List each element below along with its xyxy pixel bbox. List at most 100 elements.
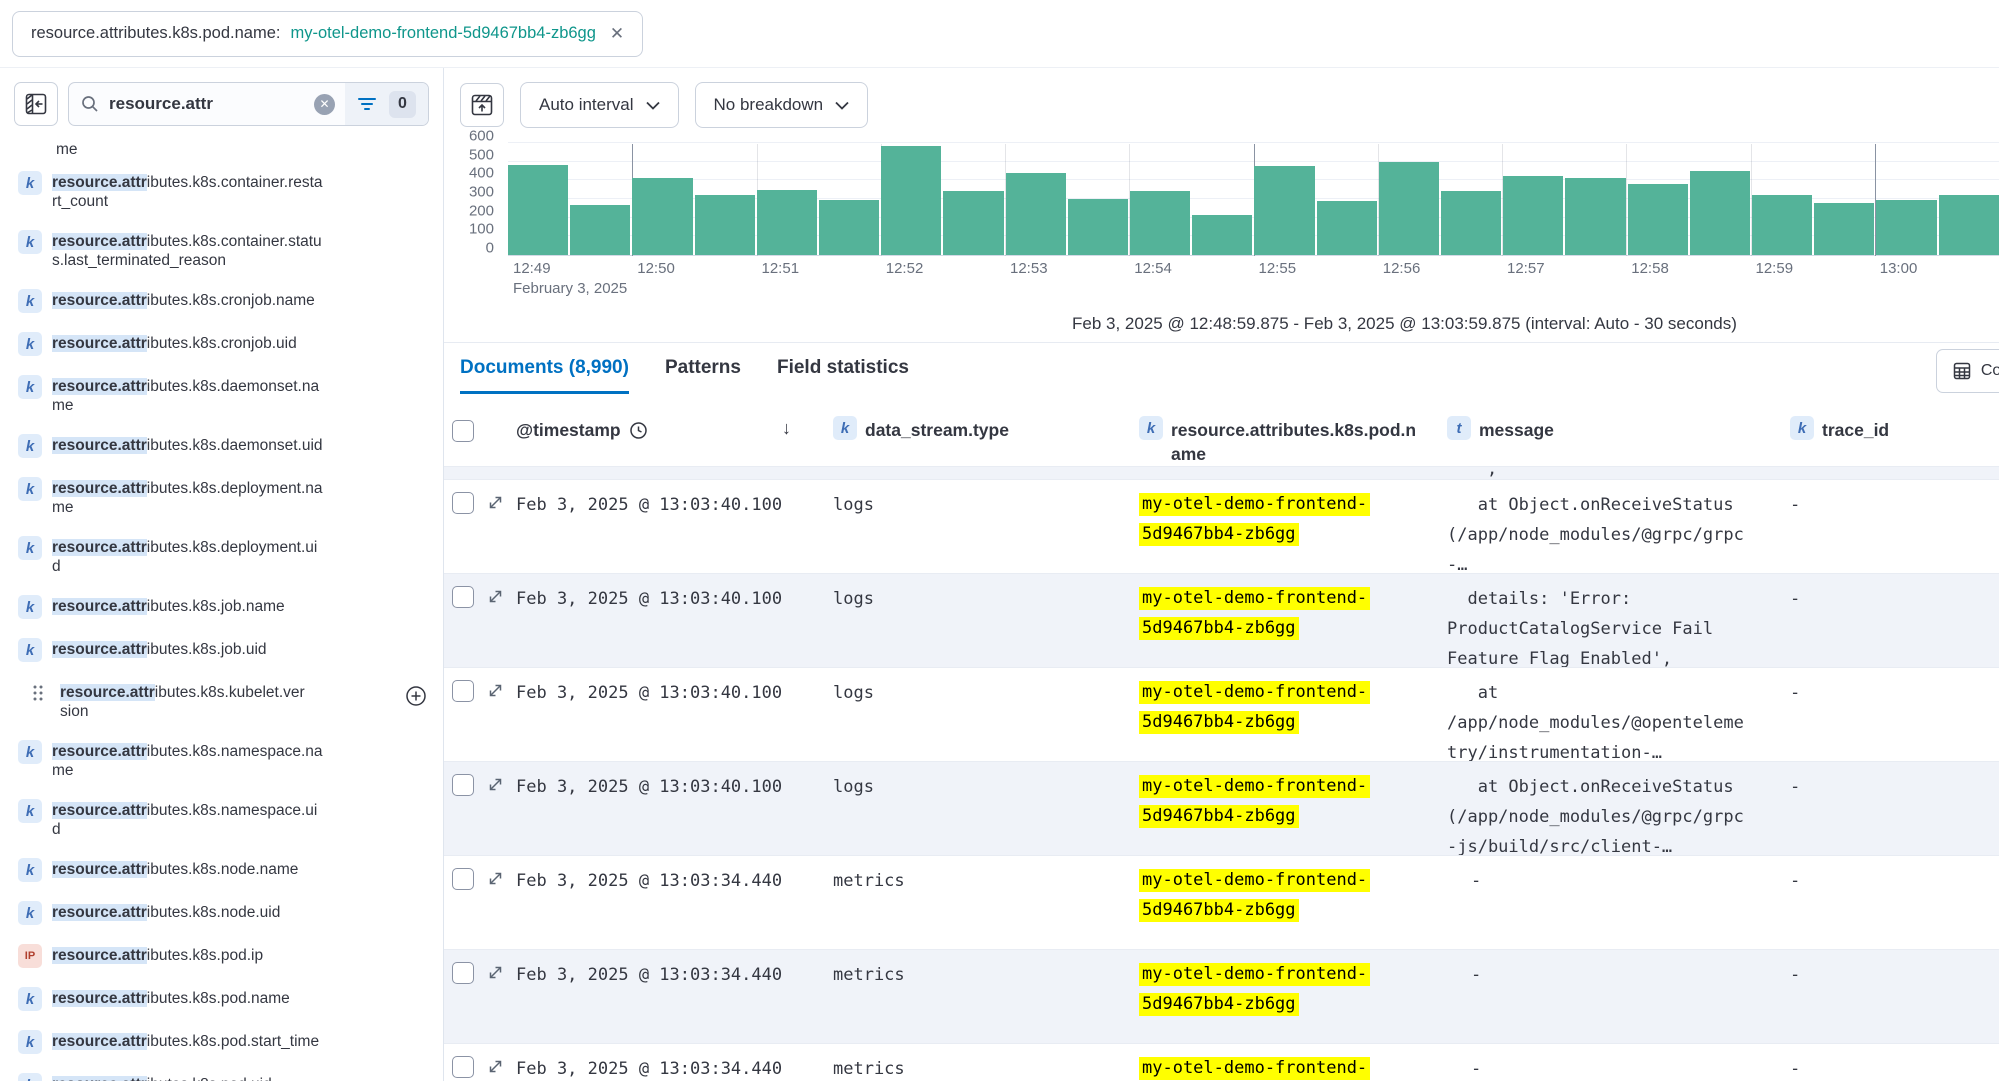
sidebar-field-item[interactable]: k resource.attributes.k8s.container.statu… [0,230,433,270]
header-pod-name[interactable]: k resource.attributes.k8s.pod.name [1131,416,1439,466]
pod-name-highlight: 5d9467bb4-zb6gg [1139,993,1299,1016]
sidebar-field-item[interactable]: k resource.attributes.k8s.node.uid [0,901,433,925]
interval-select[interactable]: Auto interval [520,82,679,128]
histogram-bar[interactable] [1130,190,1191,255]
expand-row-icon[interactable] [487,964,504,981]
header-timestamp[interactable]: @timestamp ↓ [508,418,825,442]
histogram-bar[interactable] [943,190,1004,255]
histogram-bar[interactable] [1814,202,1875,255]
selected-filters-count: 0 [389,90,416,118]
row-checkbox[interactable] [452,586,474,608]
add-field-icon[interactable] [405,685,427,707]
chevron-down-icon [835,101,849,110]
expand-row-icon[interactable] [487,1058,504,1075]
collapse-sidebar-button[interactable] [14,82,58,126]
field-name-rest: ibutes.k8s.kubelet.version [60,684,305,720]
x-tick-label: 12:52 [885,260,924,277]
cell-timestamp: Feb 3, 2025 @ 13:03:34.440 [516,965,783,985]
sidebar-field-item[interactable]: k resource.attributes.k8s.deployment.uid [0,536,433,576]
sidebar-field-item[interactable]: k resource.attributes.k8s.container.resta… [0,171,433,211]
sidebar-field-item[interactable]: resource.attributes.k8s.kubelet.version [0,683,433,721]
histogram-bar[interactable] [1689,171,1751,255]
row-checkbox[interactable] [452,774,474,796]
header-message[interactable]: t message [1439,416,1782,442]
sidebar-field-item[interactable]: k resource.attributes.k8s.deployment.name [0,477,433,517]
row-checkbox[interactable] [452,962,474,984]
filter-by-type-icon[interactable] [357,96,377,112]
histogram-plot[interactable] [508,142,1999,256]
expand-row-icon[interactable] [487,682,504,699]
sort-desc-icon[interactable]: ↓ [782,418,791,438]
expand-row-icon[interactable] [487,870,504,887]
histogram-bar[interactable] [1938,195,1999,255]
histogram-bar[interactable] [1503,175,1564,255]
tab-field-statistics[interactable]: Field statistics [776,357,909,378]
sidebar-field-item[interactable]: k resource.attributes.k8s.namespace.uid [0,799,433,839]
sidebar-field-item[interactable]: k resource.attributes.k8s.daemonset.uid [0,434,433,458]
histogram-bar[interactable] [1876,199,1937,255]
row-checkbox[interactable] [452,492,474,514]
tab-patterns[interactable]: Patterns [664,357,741,378]
filter-pill[interactable]: resource.attributes.k8s.pod.name: my-ote… [12,10,644,57]
keyword-token: k [18,434,42,458]
row-checkbox[interactable] [452,680,474,702]
header-data-stream-type[interactable]: k data_stream.type [825,416,1131,442]
select-all-checkbox[interactable] [452,420,474,442]
histogram-bar[interactable] [1005,172,1066,255]
sidebar-field-item[interactable]: k resource.attributes.k8s.namespace.name [0,740,433,780]
sidebar-field-item[interactable]: k resource.attributes.k8s.cronjob.name [0,289,433,313]
sidebar-field-item[interactable]: k resource.attributes.k8s.cronjob.uid [0,332,433,356]
sidebar-field-item[interactable]: k resource.attributes.k8s.pod.uid [0,1073,433,1081]
field-name-match: resource.attr [52,861,147,878]
histogram-bar[interactable] [1192,214,1253,255]
histogram-bar[interactable] [1067,199,1129,255]
field-name-rest: ibutes.k8s.job.name [146,598,285,615]
hide-chart-button[interactable] [460,83,504,127]
histogram-bar[interactable] [1752,195,1813,255]
histogram-bar[interactable] [1627,184,1688,255]
sidebar-field-item[interactable]: k resource.attributes.k8s.node.name [0,858,433,882]
histogram-bar[interactable] [1316,200,1377,255]
columns-button[interactable]: Columns [1935,349,1999,393]
sidebar-field-item[interactable]: k resource.attributes.k8s.pod.start_time [0,1030,433,1054]
keyword-token: k [18,289,42,313]
histogram-bar[interactable] [819,199,880,255]
histogram-bar[interactable] [1378,161,1440,255]
histogram-bar[interactable] [881,145,942,255]
sidebar-field-item[interactable]: k resource.attributes.k8s.daemonset.name [0,375,433,415]
sidebar-field-item[interactable]: IP resource.attributes.k8s.pod.ip [0,944,433,968]
histogram-bar[interactable] [1254,166,1315,255]
sidebar-field-item[interactable]: k resource.attributes.k8s.pod.name [0,987,433,1011]
row-checkbox[interactable] [452,868,474,890]
header-message-label: message [1479,420,1554,440]
field-name-match: resource.attr [52,990,147,1007]
expand-row-icon[interactable] [487,588,504,605]
histogram-bar[interactable] [570,204,631,255]
expand-row-icon[interactable] [487,494,504,511]
bars-container [508,144,1999,255]
histogram-bar[interactable] [756,189,818,255]
clear-search-icon[interactable]: ✕ [314,93,335,115]
keyword-token: k [18,332,42,356]
histogram-bar[interactable] [1441,190,1502,255]
filter-pill-value: my-otel-demo-frontend-5d9467bb4-zb6gg [290,24,596,42]
x-tick-label: 12:53 [1010,260,1048,277]
breakdown-select[interactable]: No breakdown [694,82,869,128]
expand-row-icon[interactable] [487,776,504,793]
row-controls [444,950,508,1043]
sidebar-field-item[interactable]: k resource.attributes.k8s.job.uid [0,638,433,662]
histogram-bar[interactable] [694,195,755,255]
histogram-bar[interactable] [1565,178,1626,255]
field-name-match: resource.attr [52,378,147,395]
field-search-input[interactable] [109,94,314,114]
tab-documents[interactable]: Documents (8,990) [460,357,629,394]
histogram-bar[interactable] [508,165,569,255]
keyword-token: k [18,230,42,254]
y-tick-label: 200 [468,202,494,220]
histogram-bar[interactable] [632,178,693,255]
sidebar-field-item[interactable]: k resource.attributes.k8s.job.name [0,595,433,619]
filter-remove-icon[interactable]: ✕ [609,23,625,43]
drag-handle-icon[interactable] [26,681,50,705]
header-trace-id[interactable]: k trace_id [1782,416,1999,442]
row-checkbox[interactable] [452,1056,474,1078]
